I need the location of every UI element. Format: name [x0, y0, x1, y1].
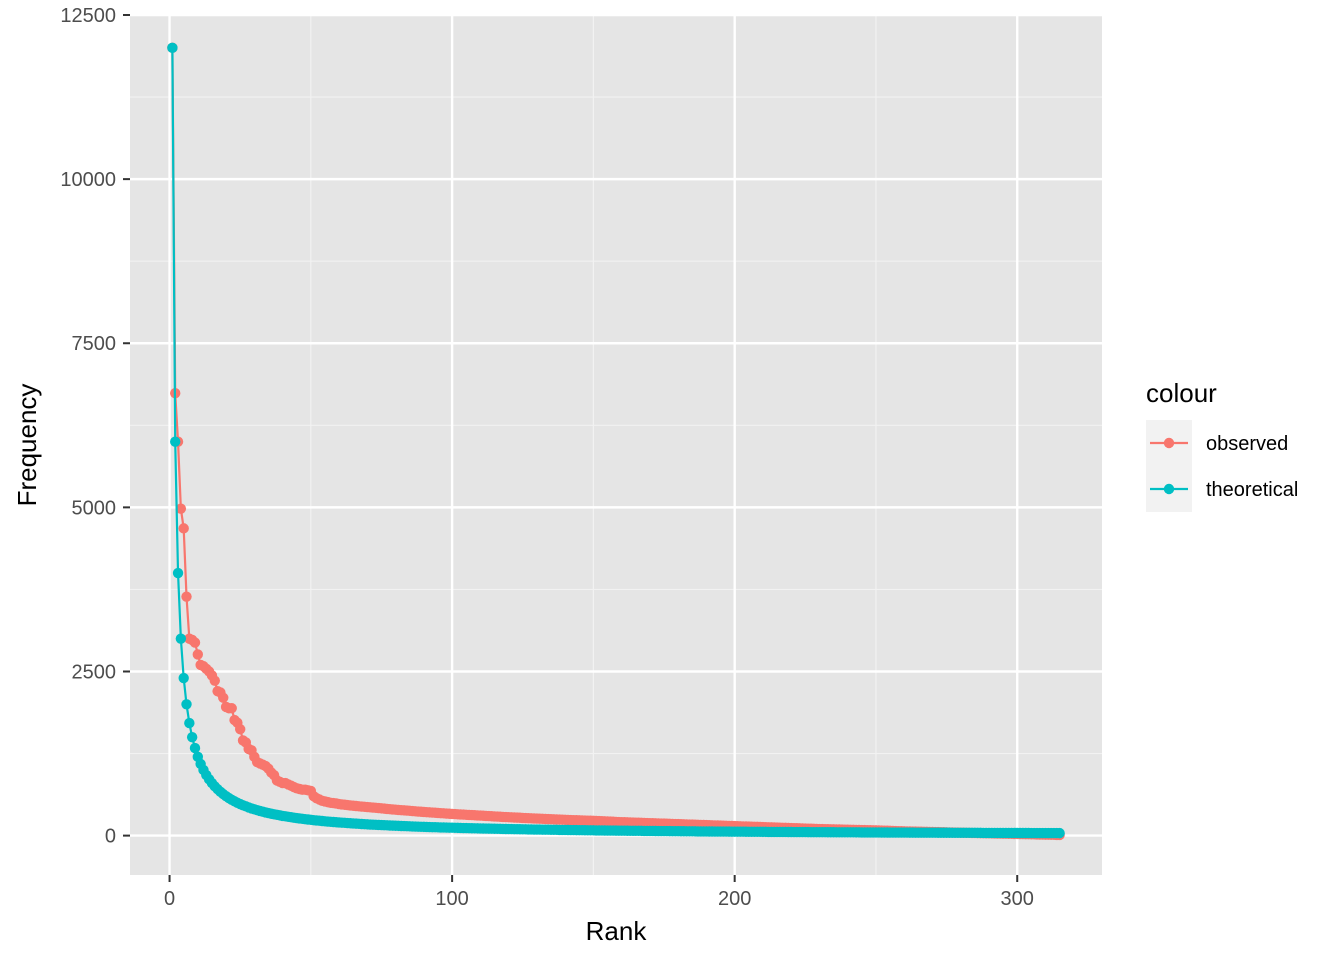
- data-point-observed: [181, 591, 192, 602]
- legend-item-observed: observed: [1146, 420, 1288, 466]
- data-point-observed: [175, 503, 187, 514]
- legend: colour observed theoretical: [1146, 378, 1298, 512]
- data-point-theoretical: [181, 699, 192, 710]
- y-tick-label: 12500: [60, 5, 116, 27]
- axis-ticks: [123, 14, 1019, 882]
- data-point-observed: [178, 523, 189, 534]
- data-point-observed: [226, 703, 237, 714]
- legend-key-point: [1163, 437, 1175, 449]
- data-point-theoretical: [170, 436, 181, 447]
- y-tick-label: 7500: [72, 333, 117, 355]
- data-point-theoretical: [189, 742, 201, 754]
- data-point-theoretical: [167, 42, 178, 54]
- data-point-observed: [218, 692, 229, 703]
- legend-label: observed: [1206, 433, 1288, 455]
- y-tick-label: 0: [105, 826, 116, 848]
- minor-gridlines: [130, 15, 1102, 875]
- legend-label: theoretical: [1206, 479, 1298, 501]
- data-point-theoretical: [186, 731, 198, 743]
- y-tick-label: 5000: [72, 497, 117, 519]
- x-tick-label: 0: [164, 888, 175, 910]
- data-point-observed: [192, 649, 204, 660]
- legend-key-point: [1163, 483, 1175, 495]
- y-tick-label: 2500: [72, 661, 117, 683]
- y-axis-title: Frequency: [12, 384, 42, 507]
- x-tick-label: 100: [435, 888, 468, 910]
- data-point-observed: [189, 637, 201, 648]
- data-point-theoretical: [172, 567, 184, 579]
- data-point-observed: [235, 724, 246, 735]
- data-point-theoretical: [1054, 827, 1065, 839]
- legend-keys: observed theoretical: [1146, 420, 1298, 512]
- x-tick-label: 300: [1001, 888, 1034, 910]
- x-axis-title: Rank: [586, 916, 648, 946]
- data-point-theoretical: [175, 633, 187, 644]
- data-point-theoretical: [178, 672, 189, 684]
- x-tick-label: 200: [718, 888, 751, 910]
- data-point-observed: [209, 675, 220, 686]
- data-point-theoretical: [184, 717, 195, 729]
- y-tick-labels: 0 2500 5000 7500 10000 12500: [60, 5, 116, 848]
- legend-item-theoretical: theoretical: [1146, 466, 1298, 512]
- series-theoretical: [167, 42, 1065, 839]
- series-layer: [167, 42, 1065, 841]
- plot-panel: [130, 15, 1102, 875]
- y-tick-label: 10000: [60, 169, 116, 191]
- x-tick-labels: 0 100 200 300: [164, 888, 1034, 910]
- legend-title: colour: [1146, 378, 1217, 408]
